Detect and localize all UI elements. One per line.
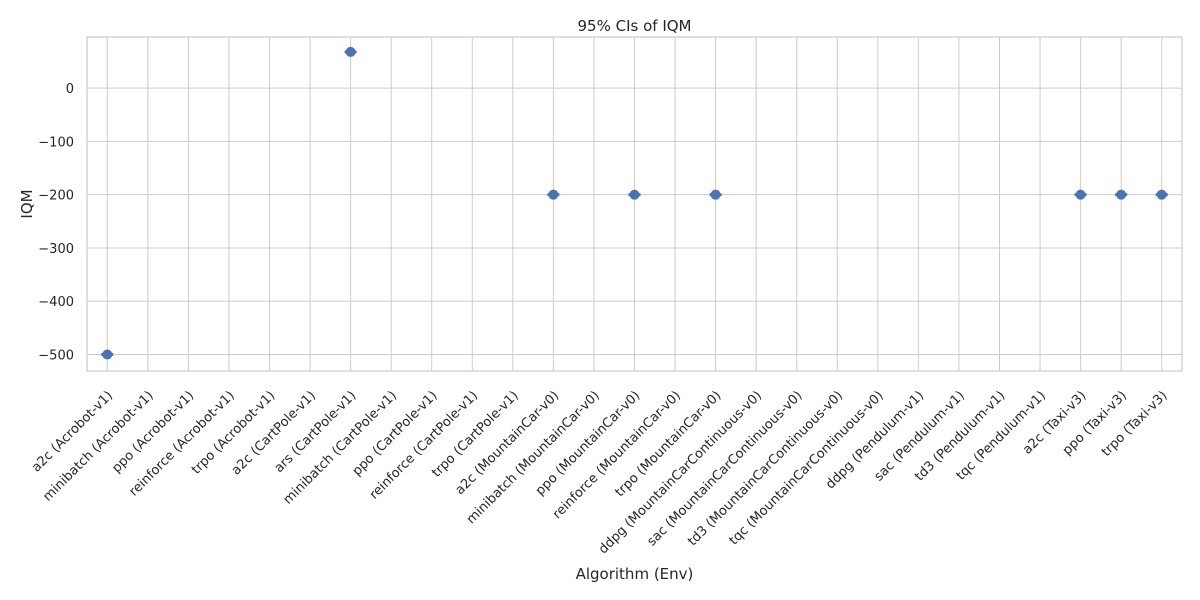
data-point <box>1115 189 1128 200</box>
y-tick-label: 0 <box>66 82 74 97</box>
point-marker <box>345 46 356 57</box>
y-tick-label: −100 <box>38 135 74 150</box>
point-marker <box>629 189 640 200</box>
y-tick-labels: 0 −100 −200 −300 −400 −500 <box>38 82 74 363</box>
point-marker <box>548 189 559 200</box>
plot-frame <box>86 36 1183 372</box>
data-points <box>101 46 1168 360</box>
x-tick-labels: a2c (Acrobot-v1)minibatch (Acrobot-v1)pp… <box>29 388 1170 557</box>
chart-title: 95% CIs of IQM <box>578 17 692 35</box>
y-tick-label: −300 <box>38 242 74 257</box>
data-point <box>1074 189 1087 200</box>
data-point <box>1155 189 1168 200</box>
point-marker <box>1116 189 1127 200</box>
y-axis-label: IQM <box>18 189 36 218</box>
y-tick-label: −400 <box>38 295 74 310</box>
grid <box>87 37 1182 371</box>
x-axis-label: Algorithm (Env) <box>576 565 694 583</box>
data-point <box>344 46 357 57</box>
data-point <box>101 349 114 360</box>
point-marker <box>102 349 113 360</box>
point-marker <box>710 189 721 200</box>
data-point <box>709 189 722 200</box>
y-tick-label: −500 <box>38 348 74 363</box>
y-tick-label: −200 <box>38 189 74 204</box>
data-point <box>628 189 641 200</box>
point-marker <box>1075 189 1086 200</box>
data-point <box>547 189 560 200</box>
point-marker <box>1156 189 1167 200</box>
